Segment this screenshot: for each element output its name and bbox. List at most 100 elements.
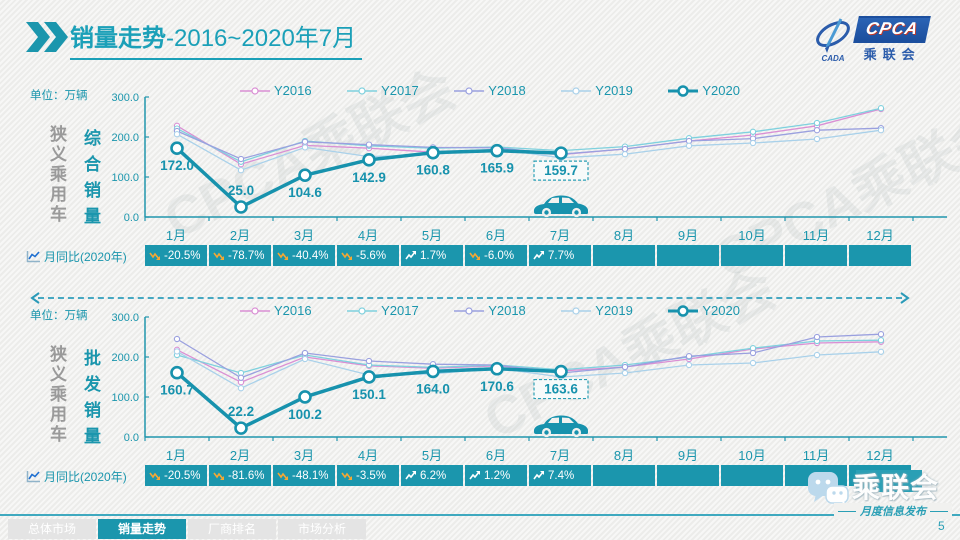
- data-label: 100.2: [288, 407, 322, 422]
- footer-tab-1[interactable]: 总体市场: [8, 519, 96, 539]
- yoy-cell: [657, 465, 719, 486]
- legend-label: Y2018: [488, 303, 526, 318]
- yoy-cells: -20.5% -81.6% -48.1% -3.5% 6.2% 1.2% 7.4%: [145, 465, 911, 486]
- footer-tab-2[interactable]: 销量走势: [98, 519, 186, 539]
- cpca-logo-name: 乘联会: [863, 46, 921, 62]
- yoy-cell: [593, 245, 655, 266]
- page-title: 销量走势-2016~2020年7月: [70, 18, 363, 60]
- month-label: 5月: [421, 228, 443, 243]
- month-label: 3月: [293, 448, 315, 463]
- legend-marker: [454, 86, 485, 95]
- legend: Y2016 Y2017 Y2018 Y2019 Y2020: [240, 83, 740, 98]
- badge-accent: [856, 470, 922, 492]
- cada-swoosh-icon: CADA: [816, 18, 850, 63]
- yoy-cell: [849, 245, 911, 266]
- trend-down-icon: [213, 472, 224, 480]
- arrow-right-icon: [900, 292, 910, 304]
- yoy-cell: [785, 245, 847, 266]
- month-label: 3月: [293, 228, 315, 243]
- series-line-y2019: [176, 350, 882, 389]
- month-label: 7月: [549, 448, 571, 463]
- line-chart-icon: [26, 471, 40, 483]
- month-label: 4月: [357, 448, 379, 463]
- measure-label: 综合销量: [81, 129, 100, 233]
- y-tick-label: 200.0: [111, 352, 139, 364]
- month-label: 6月: [485, 448, 507, 463]
- measure-label: 批发销量: [81, 349, 100, 453]
- legend-item-y2016: Y2016: [240, 303, 312, 318]
- page-title-main: 销量走势: [70, 25, 166, 52]
- badge-tagline: 月度信息发布: [834, 503, 952, 519]
- trend-down-icon: [149, 472, 160, 480]
- month-label: 12月: [866, 448, 894, 463]
- legend-label: Y2019: [595, 83, 633, 98]
- legend-marker: [454, 306, 485, 315]
- legend-marker: [240, 86, 270, 95]
- month-label: 8月: [613, 448, 635, 463]
- legend-item-y2019: Y2019: [561, 83, 633, 98]
- legend-item-y2020: Y2020: [668, 83, 740, 98]
- month-label: 2月: [229, 228, 251, 243]
- month-label: 11月: [802, 448, 830, 463]
- page-title-suffix: -2016~2020年7月: [166, 25, 357, 52]
- retail-chart-panel: 单位：万辆 Y2016 Y2017 Y2018 Y2019 Y2020 狭义乘用车 综合…: [0, 83, 960, 295]
- trend-down-icon: [213, 252, 224, 260]
- footer-tabs: 总体市场 销量走势 厂商排名 市场分析: [8, 519, 366, 539]
- yoy-cell: 6.2%: [401, 465, 463, 486]
- car-icon: [534, 415, 588, 438]
- chevron-right-icon: [26, 22, 70, 57]
- yoy-row-label: 月同比(2020年): [26, 468, 142, 485]
- trend-up-icon: [469, 470, 480, 479]
- yoy-cell: -5.6%: [337, 245, 399, 266]
- legend-item-y2018: Y2018: [454, 303, 526, 318]
- trend-up-icon: [533, 250, 544, 259]
- data-label: 142.9: [352, 170, 386, 185]
- group-label: 狭义乘用车: [47, 345, 66, 445]
- y-tick-label: 100.0: [111, 392, 139, 404]
- car-icon: [534, 195, 588, 218]
- month-label: 9月: [677, 448, 699, 463]
- legend-marker: [561, 306, 592, 315]
- yoy-cell: -81.6%: [209, 465, 271, 486]
- data-label: 104.6: [288, 185, 322, 200]
- trend-down-icon: [149, 252, 160, 260]
- month-label: 10月: [738, 448, 766, 463]
- yoy-cell: [593, 465, 655, 486]
- yoy-cell: -3.5%: [337, 465, 399, 486]
- month-label: 2月: [229, 448, 251, 463]
- month-label: 4月: [357, 228, 379, 243]
- data-label: 22.2: [228, 404, 254, 419]
- month-axis: 1月 2月 3月 4月 5月 6月 7月 8月 9月 10月 11月 12月: [145, 445, 911, 464]
- data-label: 25.0: [228, 183, 254, 198]
- month-label: 1月: [165, 228, 187, 243]
- month-label: 11月: [802, 228, 830, 243]
- y-tick-label: 200.0: [111, 132, 139, 144]
- legend: Y2016 Y2017 Y2018 Y2019 Y2020: [240, 303, 740, 318]
- yoy-cell: 1.2%: [465, 465, 527, 486]
- group-label: 狭义乘用车: [47, 125, 66, 225]
- yoy-cells: -20.5% -78.7% -40.4% -5.6% 1.7% -6.0% 7.7%: [145, 245, 911, 266]
- month-label: 1月: [165, 448, 187, 463]
- legend-item-y2020: Y2020: [668, 303, 740, 318]
- legend-label: Y2020: [702, 83, 740, 98]
- data-label: 165.9: [480, 161, 514, 176]
- yoy-cell: 7.4%: [529, 465, 591, 486]
- legend-label: Y2017: [381, 83, 419, 98]
- trend-up-icon: [405, 250, 416, 259]
- legend-item-y2016: Y2016: [240, 83, 312, 98]
- y-tick-label: 100.0: [111, 172, 139, 184]
- yoy-cell: 1.7%: [401, 245, 463, 266]
- y-tick-label: 0.0: [124, 432, 139, 444]
- trend-down-icon: [277, 252, 288, 260]
- legend-marker: [561, 86, 592, 95]
- legend-marker: [240, 306, 270, 315]
- legend-label: Y2018: [488, 83, 526, 98]
- trend-down-icon: [469, 252, 480, 260]
- trend-down-icon: [341, 252, 352, 260]
- month-label: 7月: [549, 228, 571, 243]
- svg-text:CADA: CADA: [821, 54, 844, 63]
- footer-tab-4[interactable]: 市场分析: [278, 519, 366, 539]
- footer-tab-3[interactable]: 厂商排名: [188, 519, 276, 539]
- yoy-cell: -78.7%: [209, 245, 271, 266]
